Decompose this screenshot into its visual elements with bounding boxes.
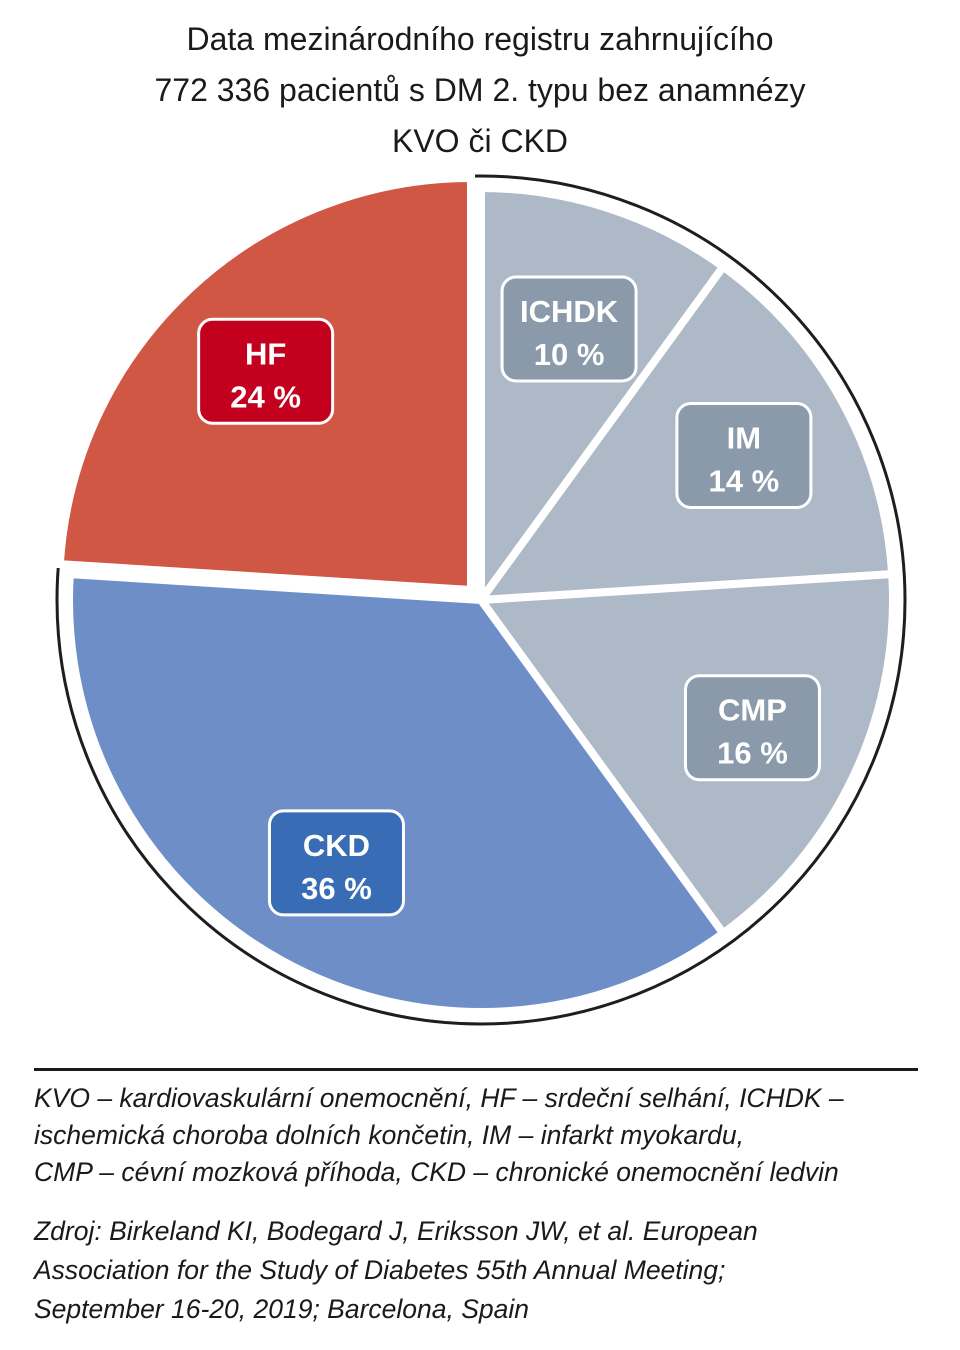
slice-label-box (683, 674, 821, 782)
source-line: September 16-20, 2019; Barcelona, Spain (34, 1294, 529, 1324)
slice-value-label: 36 % (301, 871, 372, 906)
note-line: CMP – cévní mozková příhoda, CKD – chron… (34, 1157, 839, 1187)
pie-outline (55, 174, 907, 1026)
source-line: Zdroj: Birkeland KI, Bodegard J, Eriksso… (34, 1216, 758, 1246)
slice-label: HF (245, 336, 286, 371)
slice-label-box (675, 401, 813, 509)
chart-title: Data mezinárodního registru zahrnujícího… (0, 14, 960, 167)
slice-label: IM (727, 420, 761, 455)
slice-label-box (267, 809, 405, 917)
slice-value-label: 10 % (534, 337, 605, 372)
slice-value-label: 16 % (717, 736, 788, 771)
note-line: KVO – kardiovaskulární onemocnění, HF – … (34, 1083, 844, 1113)
slice-label-box (500, 275, 638, 383)
source-line: Association for the Study of Diabetes 55… (34, 1255, 726, 1285)
note-line: ischemická choroba dolních končetin, IM … (34, 1120, 744, 1150)
chart-title-line: 772 336 pacientů s DM 2. typu bez anamné… (154, 72, 806, 108)
source-citation: Zdroj: Birkeland KI, Bodegard J, Eriksso… (34, 1212, 934, 1329)
slice-value-label: 14 % (709, 463, 780, 498)
slice-label: CKD (303, 828, 370, 863)
slice-label-box (197, 317, 335, 425)
chart-title-line: KVO či CKD (391, 123, 569, 159)
slice-label: CMP (718, 693, 787, 728)
pie-chart: ICHDK 10 % IM 14 % CMP 16 % CKD 36 % HF 24 % (55, 173, 907, 1026)
chart-title-line: Data mezinárodního registru zahrnujícího (186, 21, 774, 57)
abbreviations-note: KVO – kardiovaskulární onemocnění, HF – … (34, 1080, 934, 1191)
pie-slice-ckd (65, 569, 729, 1016)
divider (34, 1068, 918, 1071)
slice-value-label: 24 % (230, 379, 301, 414)
slice-label: ICHDK (520, 294, 619, 329)
